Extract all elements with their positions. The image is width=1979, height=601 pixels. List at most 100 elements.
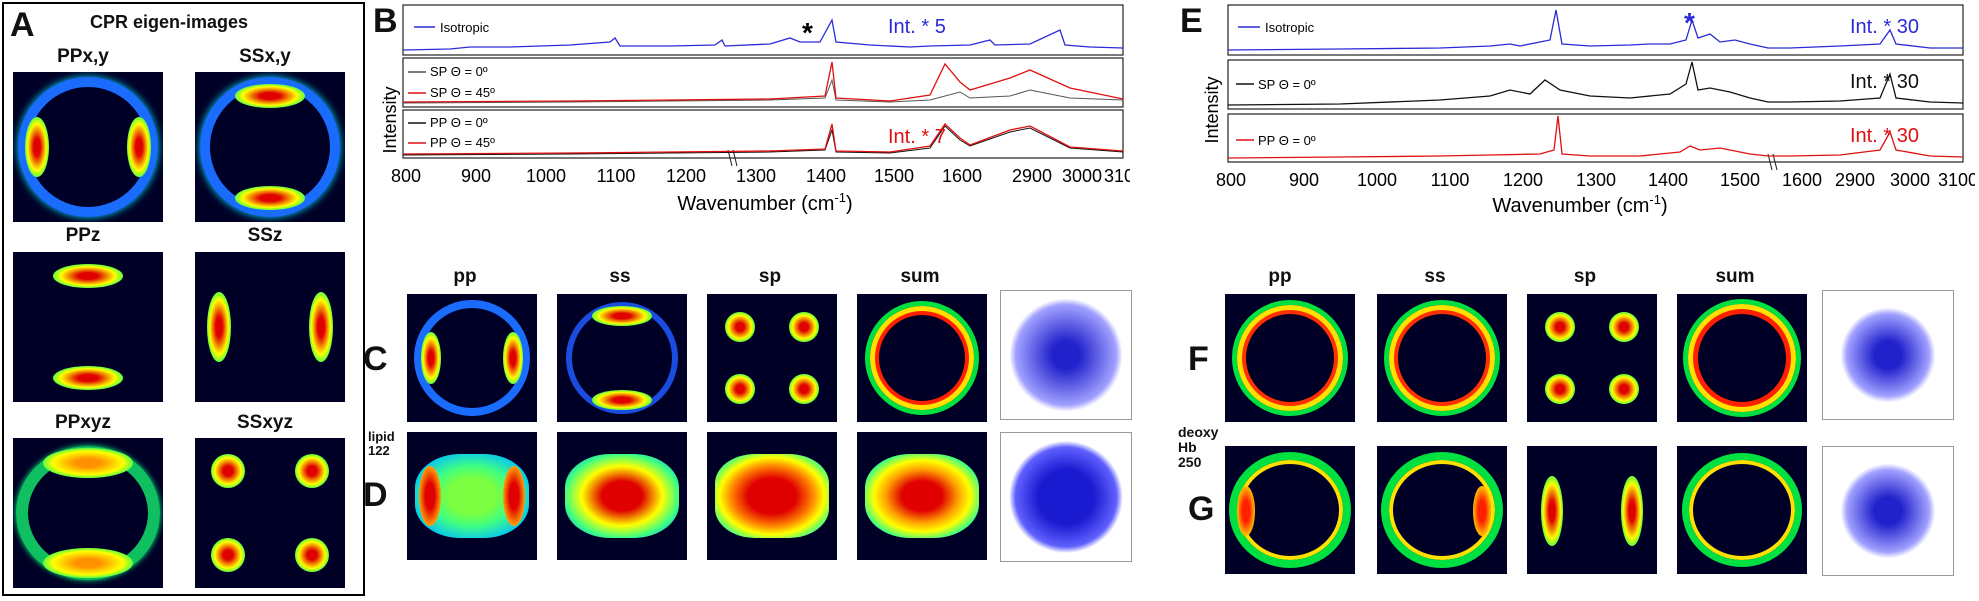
panel-e-ylabel: Intensity (1202, 76, 1222, 143)
heatmap-c-ss (557, 294, 687, 422)
spectrum-e-pp0 (1227, 115, 1964, 159)
legend-e-sp0: SP Θ = 0º (1258, 77, 1316, 92)
eigen-image-ppz (13, 252, 163, 402)
svg-text:3100: 3100 (1938, 170, 1975, 190)
grid-right-header-sp: sp (1573, 266, 1597, 287)
svg-text:1000: 1000 (526, 166, 566, 186)
grid-right-header-ss: ss (1424, 266, 1446, 287)
legend-b-isotropic: Isotropic (440, 20, 490, 35)
sphere-d (1000, 432, 1132, 562)
panel-b-xlabel: Wavenumber (cm-1) (677, 190, 852, 215)
legend-b-sp0: SP Θ = 0º (430, 64, 488, 79)
heatmap-d-pp (407, 432, 537, 560)
grid-left-header-pp: pp (453, 266, 477, 287)
svg-text:1400: 1400 (806, 166, 846, 186)
svg-text:800: 800 (1216, 170, 1246, 190)
grid-right-header-pp: pp (1268, 266, 1292, 287)
note-b-int7: Int. * 7 (888, 126, 946, 148)
heatmap-f-sum (1677, 294, 1807, 422)
eigen-label-ppxyz: PPxyz (55, 412, 111, 433)
svg-text:2900: 2900 (1835, 170, 1875, 190)
note-e-int30-a: Int. * 30 (1850, 16, 1919, 38)
heatmap-f-ss (1377, 294, 1507, 422)
panel-a-letter: A (10, 6, 35, 44)
spectrum-b-isotropic (402, 18, 1124, 51)
legend-e-isotropic: Isotropic (1265, 20, 1315, 35)
heatmap-f-pp (1225, 294, 1355, 422)
panel-e-spectra: Intensity Isotropic Int. * 30 * SP Θ = 0… (1202, 4, 1975, 217)
svg-text:1300: 1300 (1576, 170, 1616, 190)
panel-b-ticks: 800 900 1000 1100 1200 1300 1400 1500 16… (391, 166, 1130, 186)
heatmap-c-sp (707, 294, 837, 422)
svg-text:3100: 3100 (1104, 166, 1130, 186)
sphere-g (1822, 446, 1954, 576)
side-label-lipid: lipid 122 (368, 429, 395, 458)
spectrum-e-sp0 (1227, 61, 1964, 106)
panel-a-frame (2, 2, 365, 596)
svg-text:1100: 1100 (597, 166, 636, 186)
svg-text:3000: 3000 (1062, 166, 1102, 186)
panel-e-ticks: 800 900 1000 1100 1200 1300 1400 1500 16… (1216, 170, 1975, 190)
svg-text:1600: 1600 (942, 166, 982, 186)
row-letter-f: F (1188, 340, 1209, 378)
heatmap-g-sum (1677, 446, 1807, 574)
eigen-label-ppxy: PPx,y (57, 46, 109, 67)
legend-b-pp45: PP Θ = 45º (430, 135, 495, 150)
panel-e-xlabel: Wavenumber (cm-1) (1492, 192, 1667, 217)
eigen-image-ppxyz (13, 438, 163, 588)
heatmap-f-sp (1527, 294, 1657, 422)
heatmap-g-ss (1377, 446, 1507, 574)
eigen-image-ssz (195, 252, 345, 402)
eigen-label-ssxy: SSx,y (239, 46, 291, 67)
eigen-image-ssxy (195, 72, 345, 222)
svg-text:1100: 1100 (1431, 170, 1470, 190)
heatmap-c-pp (407, 294, 537, 422)
heatmap-g-pp (1225, 446, 1355, 574)
svg-text:2900: 2900 (1012, 166, 1052, 186)
row-letter-g: G (1188, 490, 1215, 528)
grid-left-header-sum: sum (900, 266, 940, 287)
eigen-image-ssxyz (195, 438, 345, 588)
note-e-int30-c: Int. * 30 (1850, 125, 1919, 147)
panel-b-letter: B (373, 2, 398, 40)
heatmap-g-sp (1527, 446, 1657, 574)
svg-text:1400: 1400 (1648, 170, 1688, 190)
svg-text:1200: 1200 (1503, 170, 1543, 190)
svg-text:1300: 1300 (736, 166, 776, 186)
sphere-f (1822, 290, 1954, 420)
heatmap-d-ss (557, 432, 687, 560)
panel-b-ylabel: Intensity (380, 86, 400, 153)
star-b: * (802, 17, 813, 48)
star-e: * (1684, 7, 1695, 38)
legend-b-sp45: SP Θ = 45º (430, 85, 495, 100)
svg-text:3000: 3000 (1890, 170, 1930, 190)
heatmap-d-sum (857, 432, 987, 560)
eigen-label-ssz: SSz (247, 225, 283, 246)
sphere-c (1000, 290, 1132, 420)
svg-text:1600: 1600 (1782, 170, 1822, 190)
heatmap-c-sum (857, 294, 987, 422)
row-letter-d: D (363, 476, 388, 514)
svg-text:1500: 1500 (874, 166, 914, 186)
panel-a-title: CPR eigen-images (90, 12, 249, 32)
note-b-int5: Int. * 5 (888, 16, 946, 38)
panel-e-letter: E (1180, 2, 1203, 40)
legend-b-pp0: PP Θ = 0º (430, 115, 488, 130)
svg-text:1000: 1000 (1357, 170, 1397, 190)
spectrum-b-pp45 (402, 123, 1124, 155)
eigen-image-ppxy (13, 72, 163, 222)
panel-b-spectra: Intensity Isotropic Int. * 5 * SP Θ = 0º… (380, 4, 1130, 215)
svg-text:900: 900 (1289, 170, 1319, 190)
grid-left-header-ss: ss (609, 266, 631, 287)
spectrum-e-isotropic (1227, 9, 1963, 51)
legend-e-pp0: PP Θ = 0º (1258, 133, 1316, 148)
spectrum-b-sp45 (402, 61, 1124, 103)
grid-left-header-sp: sp (758, 266, 782, 287)
eigen-label-ssxyz: SSxyz (237, 412, 293, 433)
svg-text:900: 900 (461, 166, 491, 186)
grid-right-header-sum: sum (1715, 266, 1755, 287)
spectrum-b-sp0 (402, 78, 1124, 104)
side-label-deoxy-hb: deoxy Hb 250 (1178, 424, 1219, 470)
row-letter-c: C (363, 340, 388, 378)
heatmap-d-sp (707, 432, 837, 560)
